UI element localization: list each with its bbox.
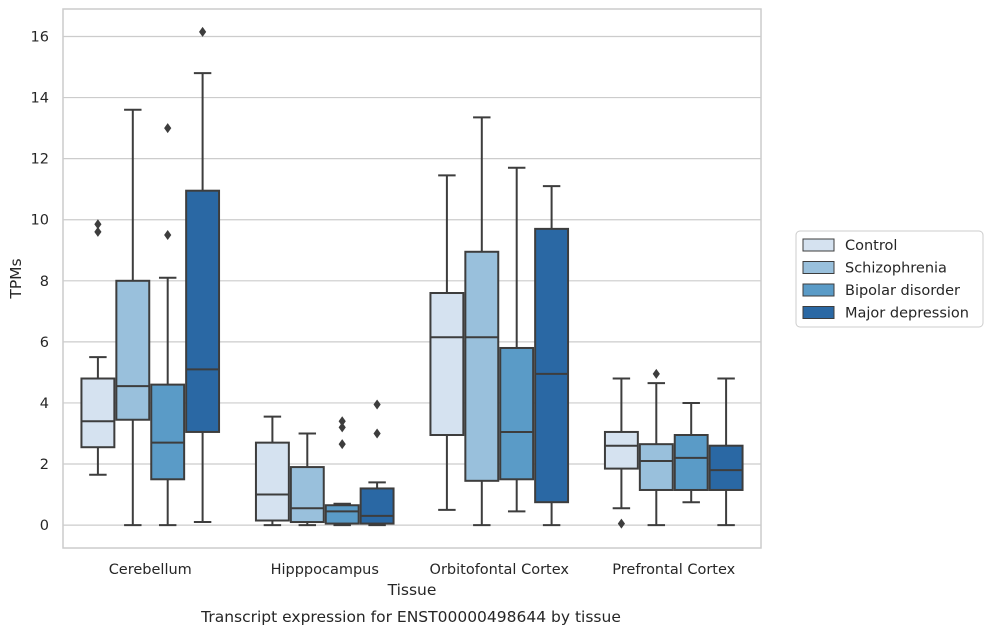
box-body [324,504,360,525]
box-plot-marks [80,26,744,529]
outlier-point [94,226,102,237]
figure-caption: Transcript expression for ENST0000049864… [200,608,621,626]
box-bipolar-disorder [673,401,709,504]
box-body [534,227,570,504]
y-tick-label: 6 [40,335,49,351]
box-schizophrenia [464,116,500,527]
y-tick-label: 16 [31,29,49,45]
legend-label: Bipolar disorder [845,283,960,299]
outlier-point [373,399,381,410]
box-body [289,466,325,524]
box-body [464,250,500,482]
box-body [429,292,465,437]
box-control [603,377,639,529]
box-body [115,279,151,421]
outlier-point [338,439,346,450]
box-major-depression [359,399,395,527]
box-major-depression [708,377,744,527]
box-body [185,189,221,433]
x-tick-label: Orbitofontal Cortex [430,562,570,578]
box-body [708,444,744,491]
y-axis-title: TPMs [7,258,25,299]
outlier-point [338,422,346,433]
legend-swatch [802,238,835,252]
outlier-point [338,416,346,427]
y-tick-label: 10 [31,213,49,229]
x-axis-title: Tissue [387,581,437,599]
outlier-point [199,26,207,37]
box-control [429,174,465,511]
legend: Control Schizophrenia Bipolar disorder Majo… [795,230,984,328]
box-bipolar-disorder [499,166,535,513]
box-body [254,441,290,522]
box-schizophrenia [115,108,151,527]
legend-label: Control [845,238,897,254]
box-body [80,377,116,449]
legend-frame [795,230,984,328]
y-tick-label: 2 [40,457,49,473]
y-tick-labels: 0 2 4 6 8 10 12 14 16 [31,29,49,534]
y-tick-label: 0 [40,518,49,534]
box-schizophrenia [289,432,325,527]
legend-swatch [802,261,835,274]
x-tick-label: Hipppocampus [271,562,379,578]
box-bipolar-disorder [150,123,186,527]
legend-swatch [802,283,835,297]
box-body [499,346,535,481]
plot-frame [62,8,762,549]
outlier-point [94,219,102,230]
x-tick-label: Prefrontal Cortex [612,562,735,578]
box-schizophrenia [638,368,674,527]
box-control [254,415,290,527]
outlier-point [373,428,381,439]
y-tick-label: 14 [31,91,49,107]
y-tick-label: 4 [40,396,49,412]
box-body [603,430,639,470]
legend-label: Schizophrenia [845,261,947,277]
box-control [80,356,116,476]
outlier-point [164,123,172,134]
x-tick-label: Cerebellum [109,562,192,578]
box-bipolar-disorder [324,416,360,527]
box-body [673,434,709,491]
legend-swatch [802,306,835,319]
box-body [638,443,674,491]
outlier-point [164,229,172,240]
box-major-depression [185,26,221,524]
box-body [150,383,186,481]
y-tick-label: 12 [31,152,49,168]
y-tick-label: 8 [40,274,49,290]
outlier-point [617,518,625,529]
box-body [359,487,395,525]
legend-label: Major depression [845,306,969,322]
box-major-depression [534,185,570,527]
x-tick-labels: Cerebellum Hipppocampus Orbitofontal Corte… [109,562,736,578]
outlier-point [652,368,660,379]
